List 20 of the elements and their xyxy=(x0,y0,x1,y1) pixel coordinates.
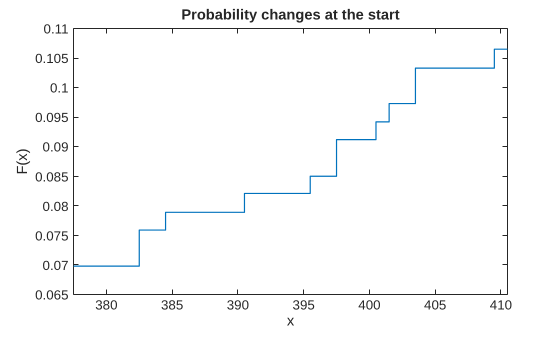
y-tick-label: 0.08 xyxy=(42,198,69,214)
y-tick-label: 0.085 xyxy=(35,169,69,184)
x-axis-title: x xyxy=(286,314,295,330)
y-tick-label: 0.075 xyxy=(35,228,69,244)
y-axis-title: F(x) xyxy=(15,148,32,175)
y-tick-label: 0.065 xyxy=(35,288,69,302)
y-tick-label: 0.1 xyxy=(50,80,69,96)
y-tick-label: 0.095 xyxy=(35,110,69,126)
x-tick-label: 410 xyxy=(490,298,512,312)
x-tick-label: 400 xyxy=(358,298,381,312)
y-tick-label: 0.09 xyxy=(42,140,69,155)
x-tick-label: 390 xyxy=(226,298,250,312)
chart-title: Probability changes at the start xyxy=(181,8,400,24)
y-tick-label: 0.11 xyxy=(44,22,68,36)
x-tick-label: 405 xyxy=(424,298,446,312)
y-tick-label: 0.105 xyxy=(35,51,69,66)
x-tick-label: 385 xyxy=(161,298,184,312)
x-tick-label: 395 xyxy=(292,298,315,312)
y-tick-label: 0.07 xyxy=(42,258,69,273)
x-tick-label: 380 xyxy=(95,298,118,312)
